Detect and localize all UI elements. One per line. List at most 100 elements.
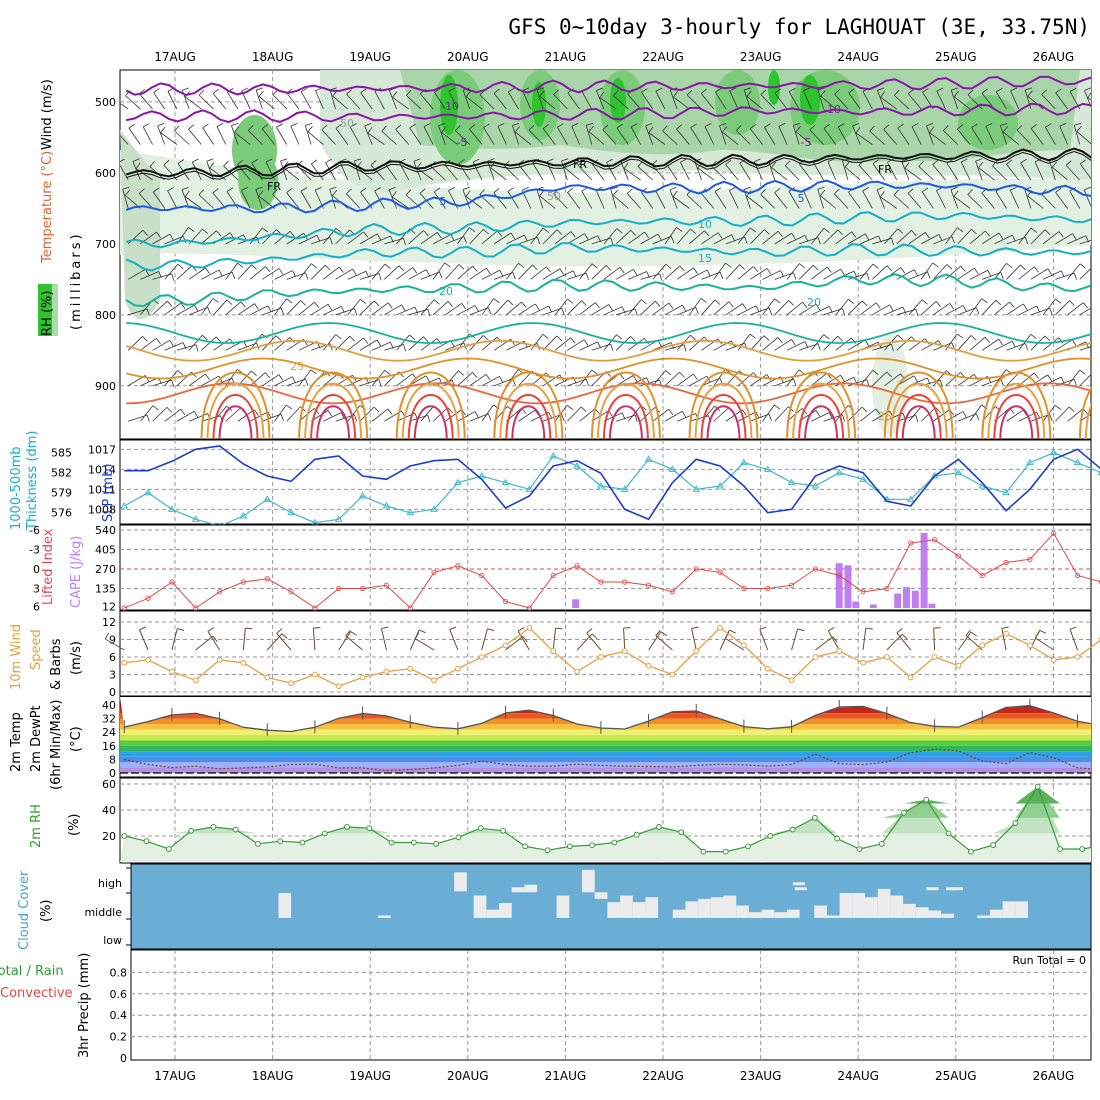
wind-barb-shaft (494, 378, 513, 387)
wind-barb-flag (913, 375, 918, 383)
temp-label-c: (6hr Min/Max) (49, 700, 64, 790)
wind-barb-shaft (416, 167, 434, 181)
wind-barb-shaft (911, 126, 922, 145)
wind-barb-shaft (1030, 414, 1050, 422)
wind-barb-flag (865, 627, 873, 630)
wind-barb-flag (1024, 343, 1029, 351)
wind-tick-label: 3 (109, 669, 116, 682)
wind-barb-shaft (815, 636, 834, 651)
wind-tick-label: 0 (109, 686, 116, 699)
wind-barb-flag (265, 266, 271, 273)
wind-barb-flag (706, 269, 711, 277)
wind-barb-flag (1036, 411, 1041, 419)
wind-barb-shaft (176, 410, 195, 422)
wind-speed-point (383, 668, 390, 675)
wind-barb-flag (472, 265, 478, 272)
wind-barb-shaft (164, 342, 184, 351)
thickness-point (573, 462, 581, 469)
wind-barb-shaft (786, 263, 800, 280)
temp-color-band (120, 729, 1091, 735)
wind-barb-shaft (354, 160, 361, 181)
cloud-thin-mark (926, 887, 939, 891)
wind-barb-shaft (713, 234, 732, 245)
wind-barb-flag (610, 343, 614, 351)
thickness-point (430, 505, 438, 512)
wind-barb-flag (1011, 341, 1016, 348)
wind-barb-flag (474, 305, 479, 312)
wind-barb-shaft (1042, 405, 1056, 422)
wind-barb-shaft (1092, 335, 1100, 351)
wind-barb-flag (976, 307, 980, 315)
wind-barb-shaft (918, 166, 934, 181)
wind-barb-shaft (811, 372, 828, 387)
wind-barb-flag (793, 378, 797, 386)
wind-barb-flag (241, 87, 249, 92)
wind-barb-flag (145, 269, 150, 276)
chart-title: GFS 0~10day 3-hourly for LAGHOUAT (3E, 3… (508, 15, 1090, 39)
rh2m-point (321, 830, 328, 837)
wind-barb-shaft (676, 373, 694, 387)
wind-barb-shaft (994, 263, 1007, 280)
wind-barb-shaft (127, 268, 146, 280)
wind-barb-shaft (262, 335, 277, 351)
top-date-label: 19AUG (349, 50, 391, 64)
wind-barb-shaft (542, 128, 556, 145)
wind-barb-shaft (310, 264, 326, 280)
wind-barb-flag (104, 632, 110, 640)
wind-barb-flag (939, 380, 943, 388)
temp-dome-contour (1090, 438, 1091, 439)
wind-barb-shaft (227, 91, 239, 110)
wind-barb-shaft (737, 411, 756, 422)
wind-barb-shaft (774, 232, 792, 245)
wind-barb-shaft (725, 236, 745, 245)
wind-barb-flag (700, 298, 707, 303)
thickness-point (811, 482, 820, 489)
wind-barb-shaft (827, 161, 837, 181)
wind-barb-flag (496, 230, 503, 237)
wind-barb-flag (316, 235, 321, 242)
wind-barb-shaft (933, 409, 950, 422)
wind-barb-shaft (347, 299, 361, 316)
wind-barb-shaft (762, 270, 781, 280)
wind-barb-flag (488, 307, 492, 315)
wind-barb-shaft (713, 407, 729, 422)
rh2m-point (656, 824, 662, 830)
wind-barb-shaft (481, 404, 494, 422)
wind-barb-flag (975, 413, 980, 421)
wind-barb-flag (528, 124, 535, 131)
wind-barb-shaft (274, 270, 293, 280)
wind-barb-flag (487, 158, 495, 162)
cloud-block (524, 884, 538, 893)
temp-dome-contour (310, 394, 357, 439)
li-point (145, 595, 151, 601)
wind-barb-shaft (896, 269, 915, 280)
wind-barb-flag (325, 264, 331, 271)
thickness-point (525, 485, 534, 492)
wind-barb-shaft (834, 93, 849, 110)
wind-barb-shaft (286, 192, 300, 209)
wind-barb-shaft (1034, 161, 1044, 181)
wind-barb-flag (376, 339, 382, 347)
wind-barb-flag (817, 87, 825, 91)
wind-barb-flag (951, 236, 955, 244)
wind-barb-flag (1068, 406, 1075, 413)
wind-barb-flag (749, 227, 757, 233)
wind-barb-flag (820, 90, 826, 97)
wind-barb-shaft (994, 301, 1010, 316)
rh2m-point (901, 809, 907, 816)
li-tick-label: -3 (29, 544, 40, 557)
wind-barb-flag (433, 187, 441, 193)
wind-label-c: & Barbs (49, 638, 64, 690)
li-point (526, 605, 533, 611)
wind-barb-shaft (690, 127, 702, 145)
wind-barb-shaft (184, 196, 202, 209)
wind-barb-flag (771, 161, 777, 168)
wind-barb-shaft (774, 92, 788, 110)
upper-ylabel-mb: (millibars) (69, 231, 84, 330)
wind-barb-shaft (432, 262, 445, 280)
wind-barb-shaft (722, 131, 739, 145)
wind-barb-shaft (872, 163, 885, 181)
wind-barb-flag (938, 234, 943, 241)
wind-barb-shaft (599, 97, 617, 110)
temp-label-b: 2m DewPt (29, 705, 44, 772)
